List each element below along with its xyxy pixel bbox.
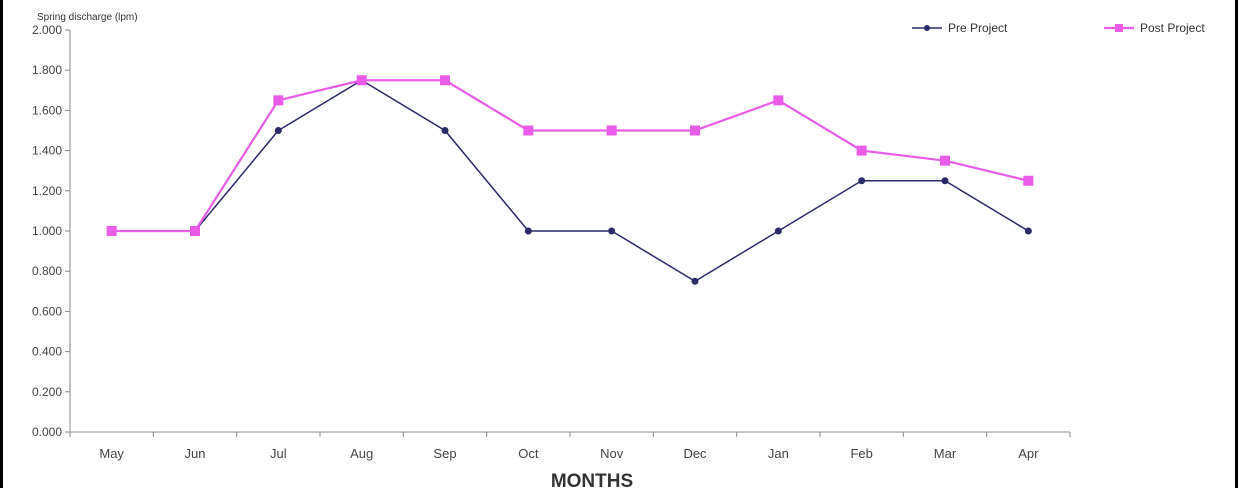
post-project-point <box>440 75 450 86</box>
pre-project-legend-label: Pre Project <box>948 21 1008 35</box>
series-lines <box>111 79 1029 283</box>
post-project-point <box>356 75 367 86</box>
y-tick-label: 1.800 <box>32 63 62 77</box>
post-project-point <box>690 125 700 136</box>
x-tick-label: May <box>99 446 124 461</box>
pre-project-line <box>111 79 1029 283</box>
y-tick-label: 0.400 <box>32 345 62 359</box>
post-project-legend-label: Post Project <box>1140 21 1205 35</box>
y-tick-labels: 0.000 0.200 0.400 0.600 0.800 1.000 1.200 1.400… <box>32 23 62 439</box>
x-tick-label: Jan <box>768 446 789 461</box>
x-tick-label: Feb <box>850 446 872 461</box>
post-project-point <box>606 125 617 136</box>
pre-project-point <box>774 227 782 235</box>
post-project-point <box>856 145 867 156</box>
y-tick-label: 1.200 <box>32 184 62 198</box>
axes <box>65 29 1071 437</box>
pre-project-point <box>274 127 282 134</box>
post-project-point <box>106 226 117 236</box>
x-tick-label: Jul <box>270 446 287 461</box>
y-tick-label: 0.800 <box>32 264 62 278</box>
x-tick-label: Oct <box>518 446 539 461</box>
pre-project-point <box>941 177 949 185</box>
y-axis-label: Spring discharge (lpm) <box>37 12 138 23</box>
post-project-point <box>773 95 784 106</box>
post-project-point <box>1023 175 1034 186</box>
y-tick-label: 1.600 <box>32 103 62 117</box>
y-tick-label: 1.000 <box>32 224 62 238</box>
post-project-point <box>523 125 534 136</box>
pre-project-point <box>608 227 616 235</box>
post-project-point <box>940 155 950 166</box>
post-project-legend-marker <box>1115 24 1123 32</box>
x-tick-label: Dec <box>683 446 707 461</box>
x-axis-label: MONTHS <box>551 471 633 490</box>
pre-project-point <box>1024 227 1032 235</box>
legend: Pre Project Post Project <box>912 21 1205 35</box>
x-tick-label: Jun <box>185 446 206 461</box>
x-tick-label: Mar <box>934 446 957 461</box>
x-tick-labels: May Jun Jul Aug Sep Oct Nov Dec Jan Feb Mar Apr <box>99 446 1039 461</box>
x-tick-label: Apr <box>1018 446 1039 461</box>
series-markers <box>106 75 1034 285</box>
post-project-point <box>190 226 200 236</box>
x-tick-label: Sep <box>433 446 456 461</box>
y-tick-label: 2.000 <box>32 23 62 37</box>
pre-project-point <box>858 177 866 185</box>
x-tick-label: Aug <box>350 446 373 461</box>
y-tick-label: 0.600 <box>32 304 62 318</box>
y-tick-label: 0.000 <box>32 425 62 439</box>
post-project-line <box>111 79 1029 233</box>
pre-project-point <box>441 127 449 134</box>
pre-project-point <box>524 227 532 235</box>
post-project-point <box>273 95 284 106</box>
pre-project-legend-marker <box>924 25 930 31</box>
y-tick-label: 0.200 <box>32 385 62 399</box>
pre-project-point <box>691 277 699 285</box>
y-tick-label: 1.400 <box>32 144 62 158</box>
x-tick-label: Nov <box>600 446 624 461</box>
